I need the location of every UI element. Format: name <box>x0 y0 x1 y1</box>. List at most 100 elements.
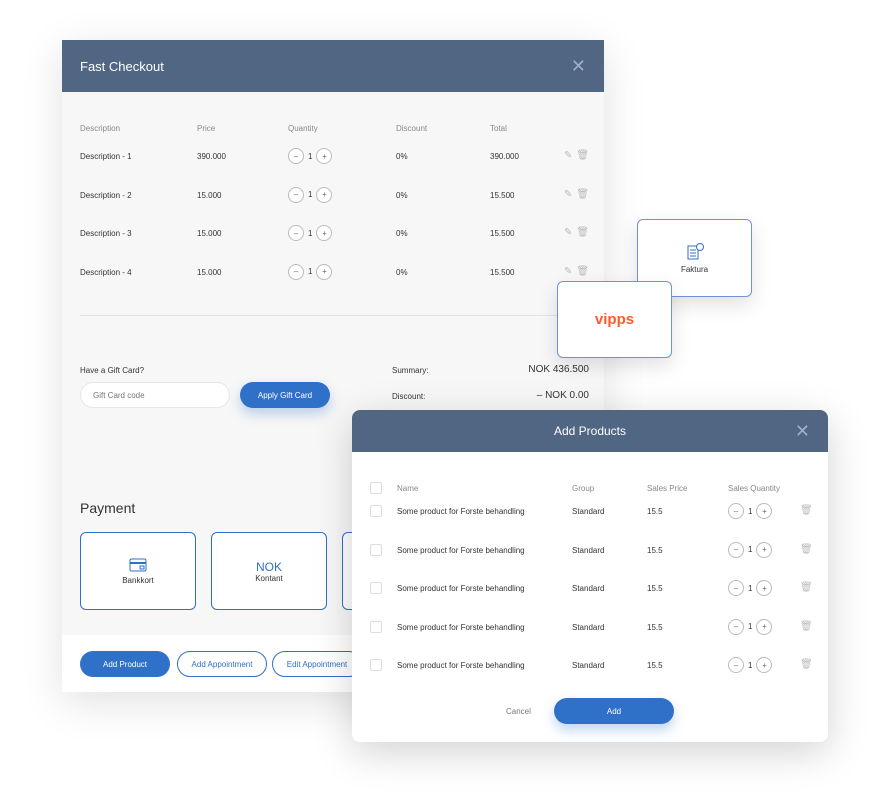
trash-icon[interactable]: 🗑︎ <box>800 620 813 632</box>
row-checkbox[interactable] <box>370 659 382 671</box>
row-checkbox[interactable] <box>370 582 382 594</box>
table-row: Description - 4 15.000–1 +0% 15.500 ✎ 🗑︎ <box>62 263 604 284</box>
edit-icon[interactable]: ✎ <box>564 265 573 277</box>
price-cell: 15.5 <box>647 622 663 632</box>
edit-icon[interactable]: ✎ <box>564 188 573 200</box>
quantity-stepper: –1 + <box>288 186 333 203</box>
trash-icon[interactable]: 🗑︎ <box>800 543 813 555</box>
edit-icon[interactable]: ✎ <box>564 150 573 161</box>
close-icon[interactable]: ✕ <box>794 420 810 441</box>
quantity-value: 1 <box>748 583 753 593</box>
trash-icon[interactable]: 🗑︎ <box>800 659 813 670</box>
table-row: Some product for Forste behandling Standa… <box>352 657 828 677</box>
close-icon[interactable]: ✕ <box>570 55 586 76</box>
row-actions: ✎ 🗑︎ <box>564 227 589 238</box>
row-checkbox[interactable] <box>370 543 382 556</box>
price-cell: 15.5 <box>647 507 663 516</box>
edit-icon[interactable]: ✎ <box>564 227 573 238</box>
price-cell: 390.000 <box>197 152 226 161</box>
discount-cell: 0% <box>396 152 408 161</box>
group-cell: Standard <box>572 545 605 555</box>
add-appointment-button[interactable]: Add Appointment <box>177 651 267 677</box>
quantity-value: 1 <box>308 190 313 199</box>
divider <box>80 315 588 316</box>
table-row: Some product for Forste behandling Standa… <box>352 541 828 562</box>
quantity-stepper: –1 + <box>728 618 773 635</box>
edit-appointment-button[interactable]: Edit Appointment <box>272 651 362 677</box>
discount-value: – NOK 0.00 <box>536 390 589 401</box>
quantity-stepper: –1 + <box>288 148 333 164</box>
plus-button[interactable]: + <box>316 148 333 164</box>
column-header: Quantity <box>288 124 318 133</box>
checkout-header: Fast Checkout ✕ <box>62 40 604 92</box>
add-products-header: Add Products ✕ <box>352 410 828 452</box>
minus-button[interactable]: – <box>288 225 304 241</box>
row-actions: ✎ 🗑︎ <box>564 266 589 277</box>
plus-button[interactable]: + <box>756 580 773 596</box>
apply-gift-card-button[interactable]: Apply Gift Card <box>240 382 330 408</box>
minus-button[interactable]: – <box>728 541 744 558</box>
column-header: Description <box>80 124 121 133</box>
discount-cell: 0% <box>396 190 408 200</box>
table-row: Some product for Forste behandling Standa… <box>352 618 828 639</box>
cancel-button[interactable]: Cancel <box>506 707 531 716</box>
payment-kontant[interactable]: NOK Kontant <box>211 532 327 610</box>
minus-button[interactable]: – <box>728 580 744 596</box>
group-cell: Standard <box>572 622 605 632</box>
minus-button[interactable]: – <box>728 503 744 519</box>
name-cell: Some product for Forste behandling <box>397 507 525 516</box>
trash-icon[interactable]: 🗑︎ <box>800 505 813 516</box>
summary-label: Summary: <box>392 366 429 375</box>
payment-vipps[interactable]: vipps <box>557 281 672 358</box>
add-product-button[interactable]: Add Product <box>80 651 170 677</box>
plus-button[interactable]: + <box>316 186 333 203</box>
table-row: Some product for Forste behandling Standa… <box>352 580 828 600</box>
column-header: Total <box>490 124 507 133</box>
add-products-title: Add Products <box>553 424 627 438</box>
quantity-value: 1 <box>748 545 753 554</box>
minus-button[interactable]: – <box>288 148 304 164</box>
row-checkbox[interactable] <box>370 505 382 517</box>
row-checkbox[interactable] <box>370 620 382 633</box>
minus-button[interactable]: – <box>728 657 744 673</box>
minus-button[interactable]: – <box>288 186 304 203</box>
trash-icon[interactable]: 🗑︎ <box>576 227 590 238</box>
quantity-value: 1 <box>748 622 753 631</box>
name-cell: Some product for Forste behandling <box>397 584 525 593</box>
total-cell: 15.500 <box>490 229 515 238</box>
column-header: Group <box>572 484 595 493</box>
total-cell: 15.500 <box>490 190 515 200</box>
add-button[interactable]: Add <box>554 698 674 724</box>
quantity-stepper: –1 + <box>728 503 773 519</box>
trash-icon[interactable]: 🗑︎ <box>576 265 590 277</box>
column-header: Name <box>397 484 419 493</box>
price-cell: 15.000 <box>197 190 222 200</box>
minus-button[interactable]: – <box>728 618 744 635</box>
quantity-stepper: –1 + <box>728 541 773 558</box>
plus-button[interactable]: + <box>316 263 333 280</box>
discount-cell: 0% <box>396 229 408 238</box>
plus-button[interactable]: + <box>756 657 773 673</box>
name-cell: Some product for Forste behandling <box>397 661 525 670</box>
price-cell: 15.5 <box>647 584 663 593</box>
payment-bankkort[interactable]: Bankkort <box>80 532 196 610</box>
plus-button[interactable]: + <box>756 541 773 558</box>
quantity-value: 1 <box>748 506 753 516</box>
quantity-value: 1 <box>308 267 313 276</box>
plus-button[interactable]: + <box>756 503 773 519</box>
trash-icon[interactable]: 🗑︎ <box>576 150 590 161</box>
plus-button[interactable]: + <box>756 618 773 635</box>
invoice-icon <box>687 242 704 259</box>
price-cell: 15.000 <box>197 229 222 238</box>
description-cell: Description - 1 <box>80 152 132 161</box>
checkout-title: Fast Checkout <box>80 58 164 74</box>
minus-button[interactable]: – <box>288 263 304 280</box>
add-products-dialog: Add Products ✕ Name Group Sales Price Sales… <box>352 410 828 742</box>
nok-text: NOK <box>255 559 282 574</box>
plus-button[interactable]: + <box>316 225 333 241</box>
gift-card-input[interactable] <box>80 382 230 408</box>
select-all-checkbox[interactable] <box>370 482 382 494</box>
trash-icon[interactable]: 🗑︎ <box>576 188 590 200</box>
trash-icon[interactable]: 🗑︎ <box>800 582 813 593</box>
price-cell: 15.5 <box>647 545 663 555</box>
